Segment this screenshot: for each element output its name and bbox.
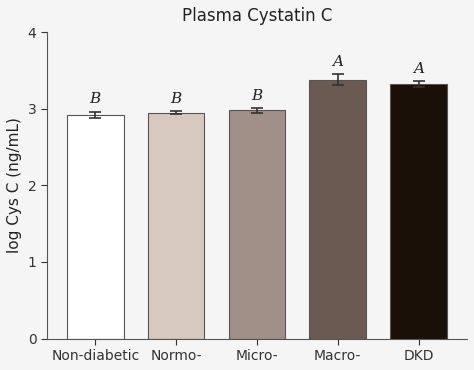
- Text: A: A: [332, 55, 343, 69]
- Bar: [228, 110, 285, 339]
- Text: B: B: [171, 92, 182, 106]
- Bar: [390, 84, 447, 339]
- Bar: [310, 80, 366, 339]
- Bar: [148, 112, 204, 339]
- Title: Plasma Cystatin C: Plasma Cystatin C: [182, 7, 332, 25]
- Bar: [67, 115, 124, 339]
- Text: A: A: [413, 62, 424, 76]
- Text: B: B: [251, 88, 263, 102]
- Y-axis label: log Cys C (ng/mL): log Cys C (ng/mL): [7, 117, 22, 253]
- Text: B: B: [90, 92, 101, 107]
